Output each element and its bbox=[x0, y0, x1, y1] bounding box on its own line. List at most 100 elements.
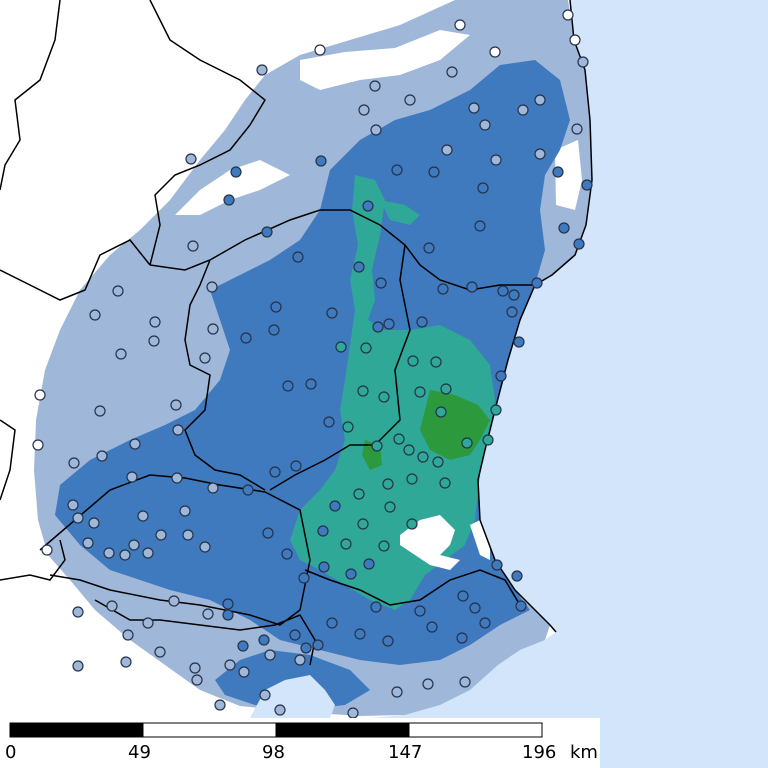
station-marker bbox=[290, 460, 302, 472]
station-marker bbox=[353, 488, 365, 500]
station-marker bbox=[72, 512, 84, 524]
border-far-southwest bbox=[0, 539, 66, 581]
station-marker bbox=[406, 518, 418, 530]
station-marker bbox=[497, 285, 509, 297]
station-marker bbox=[326, 617, 338, 629]
station-marker bbox=[82, 537, 94, 549]
station-marker bbox=[345, 568, 357, 580]
border-inland-northwest bbox=[149, 0, 266, 266]
border-tokyo bbox=[94, 599, 316, 666]
station-marker bbox=[569, 34, 581, 46]
station-marker bbox=[168, 595, 180, 607]
station-marker bbox=[269, 466, 281, 478]
station-marker bbox=[199, 352, 211, 364]
station-marker bbox=[495, 370, 507, 382]
station-marker bbox=[534, 148, 546, 160]
station-marker bbox=[469, 602, 481, 614]
low-gap-west bbox=[175, 160, 290, 215]
station-marker bbox=[207, 482, 219, 494]
station-marker bbox=[317, 525, 329, 537]
station-marker bbox=[454, 19, 466, 31]
station-marker bbox=[391, 164, 403, 176]
station-marker bbox=[370, 601, 382, 613]
station-marker bbox=[154, 646, 166, 658]
station-marker bbox=[289, 629, 301, 641]
station-marker bbox=[479, 119, 491, 131]
station-marker bbox=[515, 600, 527, 612]
station-markers bbox=[32, 9, 593, 719]
station-marker bbox=[357, 518, 369, 530]
station-marker bbox=[112, 285, 124, 297]
border-tochigi-gunma bbox=[184, 259, 266, 491]
station-marker bbox=[414, 386, 426, 398]
station-marker bbox=[149, 316, 161, 328]
station-marker bbox=[571, 123, 583, 135]
scale-segment-3 bbox=[275, 722, 410, 738]
intensity-high-region bbox=[290, 175, 495, 610]
station-marker bbox=[323, 416, 335, 428]
station-marker bbox=[417, 451, 429, 463]
station-marker bbox=[437, 283, 449, 295]
station-marker bbox=[382, 635, 394, 647]
station-marker bbox=[482, 434, 494, 446]
station-marker bbox=[242, 484, 254, 496]
station-marker bbox=[461, 437, 473, 449]
station-marker bbox=[72, 660, 84, 672]
station-marker bbox=[360, 342, 372, 354]
station-marker bbox=[422, 678, 434, 690]
station-marker bbox=[552, 166, 564, 178]
station-marker bbox=[362, 200, 374, 212]
station-marker bbox=[491, 559, 503, 571]
station-marker bbox=[371, 440, 383, 452]
station-marker bbox=[261, 226, 273, 238]
station-marker bbox=[262, 527, 274, 539]
high-patch-north bbox=[380, 200, 420, 225]
station-marker bbox=[430, 356, 442, 368]
station-marker bbox=[383, 318, 395, 330]
station-marker bbox=[312, 639, 324, 651]
station-marker bbox=[531, 277, 543, 289]
station-marker bbox=[238, 666, 250, 678]
scale-tick-49: 49 bbox=[128, 742, 151, 763]
station-marker bbox=[435, 406, 447, 418]
station-marker bbox=[282, 380, 294, 392]
station-marker bbox=[477, 182, 489, 194]
station-marker bbox=[119, 549, 131, 561]
station-marker bbox=[382, 478, 394, 490]
station-marker bbox=[120, 656, 132, 668]
station-marker bbox=[372, 321, 384, 333]
station-marker bbox=[456, 632, 468, 644]
station-marker bbox=[534, 94, 546, 106]
station-marker bbox=[416, 316, 428, 328]
station-marker bbox=[513, 336, 525, 348]
station-marker bbox=[404, 94, 416, 106]
scale-segment-1 bbox=[9, 722, 144, 738]
station-marker bbox=[268, 324, 280, 336]
station-marker bbox=[353, 261, 365, 273]
station-marker bbox=[240, 332, 252, 344]
border-far-west bbox=[0, 419, 16, 501]
station-marker bbox=[423, 242, 435, 254]
station-marker bbox=[440, 383, 452, 395]
station-marker bbox=[318, 561, 330, 573]
station-marker bbox=[179, 505, 191, 517]
station-marker bbox=[466, 281, 478, 293]
station-marker bbox=[189, 662, 201, 674]
station-marker bbox=[199, 541, 211, 553]
lake-kitaura bbox=[470, 520, 490, 560]
station-marker bbox=[577, 56, 589, 68]
station-marker bbox=[459, 676, 471, 688]
border-inland-west bbox=[0, 0, 61, 191]
station-marker bbox=[391, 686, 403, 698]
station-marker bbox=[294, 654, 306, 666]
station-marker bbox=[342, 421, 354, 433]
lake-kasumigaura bbox=[400, 515, 460, 570]
tokyo-bay bbox=[250, 675, 335, 718]
station-marker bbox=[67, 499, 79, 511]
station-marker bbox=[489, 46, 501, 58]
station-marker bbox=[490, 404, 502, 416]
station-marker bbox=[326, 307, 338, 319]
station-marker bbox=[378, 540, 390, 552]
scale-segment-4 bbox=[408, 722, 543, 738]
station-marker bbox=[511, 570, 523, 582]
